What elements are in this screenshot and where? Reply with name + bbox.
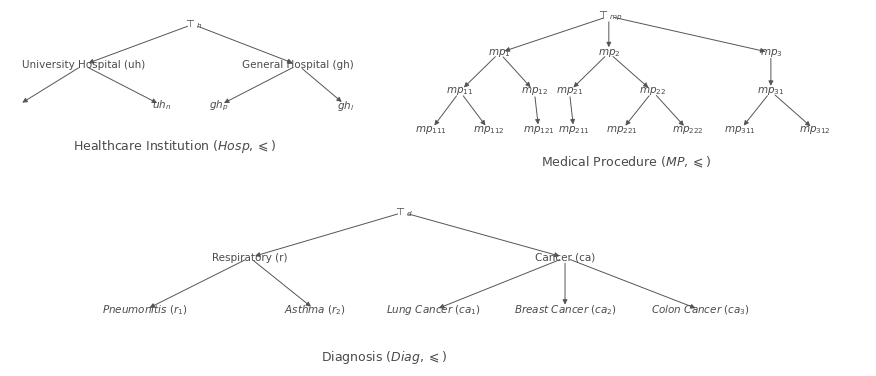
Text: $gh_p$: $gh_p$	[209, 99, 229, 113]
Text: $mp_2$: $mp_2$	[597, 47, 620, 59]
Text: $Asthma\ (r_2)$: $Asthma\ (r_2)$	[285, 303, 346, 317]
Text: $uh_n$: $uh_n$	[152, 99, 172, 112]
Text: $mp_{222}$: $mp_{222}$	[672, 124, 703, 136]
Text: $Breast\ Cancer\ (ca_2)$: $Breast\ Cancer\ (ca_2)$	[513, 303, 617, 317]
Text: $mp_{31}$: $mp_{31}$	[757, 85, 785, 97]
Text: University Hospital (uh): University Hospital (uh)	[22, 60, 145, 70]
Text: $mp_{111}$: $mp_{111}$	[415, 124, 447, 136]
Text: $\top_{mp}$: $\top_{mp}$	[596, 9, 622, 23]
Text: $Pneumonitis\ (r_1)$: $Pneumonitis\ (r_1)$	[102, 303, 187, 317]
Text: $Lung\ Cancer\ (ca_1)$: $Lung\ Cancer\ (ca_1)$	[386, 303, 481, 317]
Text: $mp_3$: $mp_3$	[759, 47, 782, 59]
Text: $Colon\ Cancer\ (ca_3)$: $Colon\ Cancer\ (ca_3)$	[652, 303, 750, 317]
Text: $mp_{221}$: $mp_{221}$	[606, 124, 638, 136]
Text: $mp_{311}$: $mp_{311}$	[724, 124, 756, 136]
Text: $mp_{121}$: $mp_{121}$	[523, 124, 555, 136]
Text: Medical Procedure $(MP, \leqslant)$: Medical Procedure $(MP, \leqslant)$	[541, 155, 711, 170]
Text: Cancer (ca): Cancer (ca)	[535, 253, 595, 262]
Text: Diagnosis $(Diag, \leqslant)$: Diagnosis $(Diag, \leqslant)$	[321, 349, 447, 366]
Text: $\top_d$: $\top_d$	[393, 206, 413, 219]
Text: $mp_1$: $mp_1$	[488, 47, 511, 59]
Text: General Hospital (gh): General Hospital (gh)	[242, 60, 354, 70]
Text: $mp_{11}$: $mp_{11}$	[446, 85, 474, 97]
Text: $mp_{312}$: $mp_{312}$	[799, 124, 830, 136]
Text: $mp_{211}$: $mp_{211}$	[558, 124, 590, 136]
Text: Healthcare Institution $(Hosp, \leqslant)$: Healthcare Institution $(Hosp, \leqslant…	[74, 138, 277, 155]
Text: Respiratory (r): Respiratory (r)	[212, 253, 287, 262]
Text: $\top_h$: $\top_h$	[183, 18, 202, 31]
Text: $gh_l$: $gh_l$	[337, 99, 355, 112]
Text: $mp_{12}$: $mp_{12}$	[520, 85, 548, 97]
Text: $mp_{21}$: $mp_{21}$	[555, 85, 583, 97]
Text: $mp_{112}$: $mp_{112}$	[473, 124, 505, 136]
Text: $mp_{22}$: $mp_{22}$	[639, 85, 667, 97]
